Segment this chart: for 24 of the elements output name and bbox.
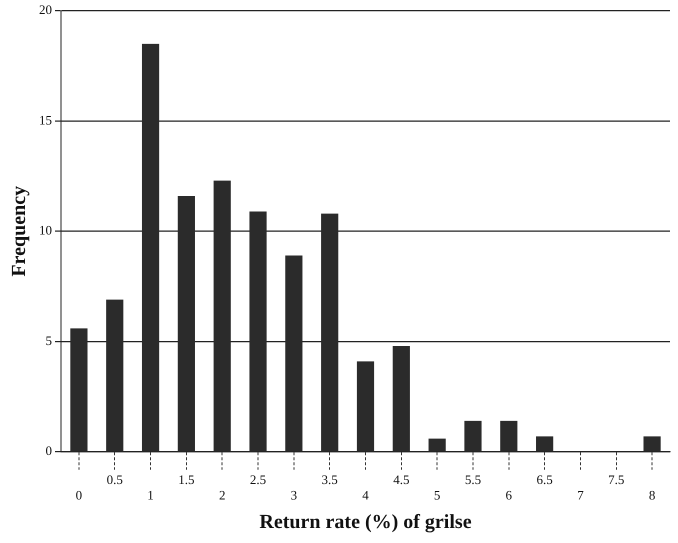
x-tick-label: 0 <box>76 488 82 503</box>
x-tick-label: 7 <box>577 488 584 503</box>
x-tick-label: 5 <box>434 488 440 503</box>
x-tick-label: 1 <box>147 488 154 503</box>
x-tick-label: 3.5 <box>322 472 338 488</box>
x-tick-label: 8 <box>648 488 656 503</box>
x-tick-label: 0.5 <box>106 472 123 488</box>
x-tick-label: 6 <box>506 488 513 503</box>
x-tick-label: 5.5 <box>464 472 482 488</box>
x-tick-label: 4.5 <box>393 472 410 488</box>
y-tick-label: 20 <box>39 2 52 18</box>
x-tick-label: 6.5 <box>536 472 553 488</box>
x-axis-title: Return rate (%) of grilse <box>259 511 472 534</box>
x-tick-label: 1.5 <box>178 472 195 488</box>
x-tick-label: 2.5 <box>250 472 266 488</box>
y-tick-label: 10 <box>39 222 52 238</box>
y-axis-title: Frequency <box>8 186 30 277</box>
x-tick-label: 7.5 <box>608 472 624 488</box>
x-tick-label: 2 <box>218 488 226 503</box>
y-tick-label: 5 <box>46 332 52 348</box>
x-tick-label: 4 <box>362 488 370 503</box>
y-tick-label: 0 <box>46 443 52 458</box>
y-tick-label: 15 <box>39 112 52 128</box>
x-tick-label: 3 <box>290 488 298 503</box>
